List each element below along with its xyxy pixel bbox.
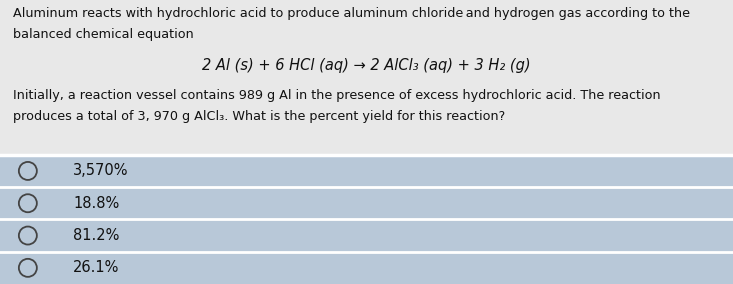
FancyBboxPatch shape — [0, 0, 733, 155]
Text: balanced chemical equation: balanced chemical equation — [13, 28, 194, 41]
Text: 18.8%: 18.8% — [73, 196, 119, 211]
Text: produces a total of 3, 970 g AlCl₃. What is the percent yield for this reaction?: produces a total of 3, 970 g AlCl₃. What… — [13, 110, 505, 123]
Text: 81.2%: 81.2% — [73, 228, 119, 243]
FancyBboxPatch shape — [0, 219, 733, 252]
Text: Aluminum reacts with hydrochloric acid to produce aluminum chloride and hydrogen: Aluminum reacts with hydrochloric acid t… — [13, 7, 690, 20]
Text: 3,570%: 3,570% — [73, 163, 128, 178]
Text: Initially, a reaction vessel contains 989 g Al in the presence of excess hydroch: Initially, a reaction vessel contains 98… — [13, 89, 660, 102]
Text: 2 Al (s) + 6 HCl (aq) → 2 AlCl₃ (aq) + 3 H₂ (g): 2 Al (s) + 6 HCl (aq) → 2 AlCl₃ (aq) + 3… — [202, 58, 531, 73]
Text: 26.1%: 26.1% — [73, 260, 119, 275]
FancyBboxPatch shape — [0, 155, 733, 187]
FancyBboxPatch shape — [0, 187, 733, 219]
FancyBboxPatch shape — [0, 252, 733, 284]
